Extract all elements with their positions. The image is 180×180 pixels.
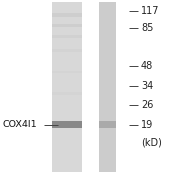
Text: 85: 85 [141,23,153,33]
Bar [52,13,82,17]
Bar [99,3,116,172]
Bar [99,122,116,128]
Text: 26: 26 [141,100,153,110]
Text: 19: 19 [141,120,153,130]
Text: COX4I1: COX4I1 [3,120,37,129]
Bar [52,92,82,95]
Text: (kD): (kD) [141,138,162,148]
Text: 117: 117 [141,6,159,15]
Bar [52,71,82,73]
Text: 48: 48 [141,61,153,71]
Bar [52,3,82,172]
Bar [52,24,82,27]
Bar [52,35,82,38]
Text: 34: 34 [141,80,153,91]
Bar [52,122,82,128]
Bar [52,49,82,52]
